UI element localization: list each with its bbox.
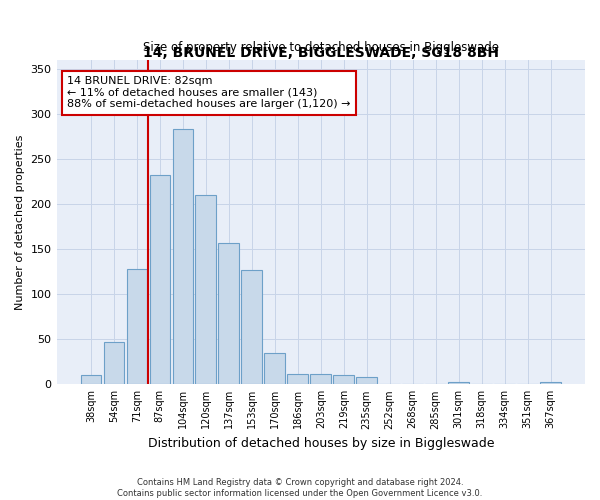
- Text: Size of property relative to detached houses in Biggleswade: Size of property relative to detached ho…: [143, 40, 499, 54]
- Bar: [149, 176, 170, 384]
- Text: Contains HM Land Registry data © Crown copyright and database right 2024.
Contai: Contains HM Land Registry data © Crown c…: [118, 478, 482, 498]
- Bar: [196, 195, 216, 384]
- Bar: [127, 269, 147, 384]
- Bar: [448, 382, 469, 384]
- Bar: [356, 377, 377, 384]
- Bar: [80, 376, 101, 384]
- Bar: [310, 374, 331, 384]
- Bar: [241, 270, 262, 384]
- X-axis label: Distribution of detached houses by size in Biggleswade: Distribution of detached houses by size …: [148, 437, 494, 450]
- Bar: [334, 376, 354, 384]
- Bar: [540, 382, 561, 384]
- Bar: [218, 243, 239, 384]
- Bar: [287, 374, 308, 384]
- Bar: [173, 130, 193, 384]
- Y-axis label: Number of detached properties: Number of detached properties: [15, 134, 25, 310]
- Title: 14, BRUNEL DRIVE, BIGGLESWADE, SG18 8BH: 14, BRUNEL DRIVE, BIGGLESWADE, SG18 8BH: [143, 46, 499, 60]
- Bar: [104, 342, 124, 384]
- Text: 14 BRUNEL DRIVE: 82sqm
← 11% of detached houses are smaller (143)
88% of semi-de: 14 BRUNEL DRIVE: 82sqm ← 11% of detached…: [67, 76, 350, 110]
- Bar: [265, 353, 285, 384]
